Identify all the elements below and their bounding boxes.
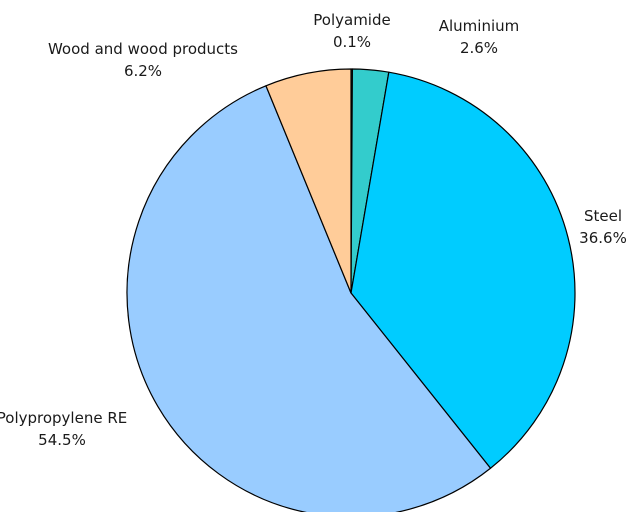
slice-value-steel: 36.6% <box>579 229 627 247</box>
slice-value-aluminium: 2.6% <box>460 39 498 57</box>
slice-name-aluminium: Aluminium <box>439 17 520 35</box>
slice-labels: Polyamide 0.1% Aluminium 2.6% Steel 36.6% Poly… <box>0 11 627 449</box>
pie-slice-wood-and-wood-products <box>265 68 352 294</box>
slice-name-wood-and-wood-products: Wood and wood products <box>48 40 238 58</box>
slice-value-wood-and-wood-products: 6.2% <box>124 62 162 80</box>
pie-slice-polypropylene-re <box>126 85 492 512</box>
pie-slice-steel <box>350 71 576 469</box>
slice-value-polypropylene-re: 54.5% <box>38 431 86 449</box>
slice-value-polyamide: 0.1% <box>333 33 371 51</box>
slice-name-polyamide: Polyamide <box>313 11 390 29</box>
slice-name-steel: Steel <box>584 207 622 225</box>
slice-name-polypropylene-re: Polypropylene RE <box>0 409 127 427</box>
pie-slices <box>126 68 576 512</box>
